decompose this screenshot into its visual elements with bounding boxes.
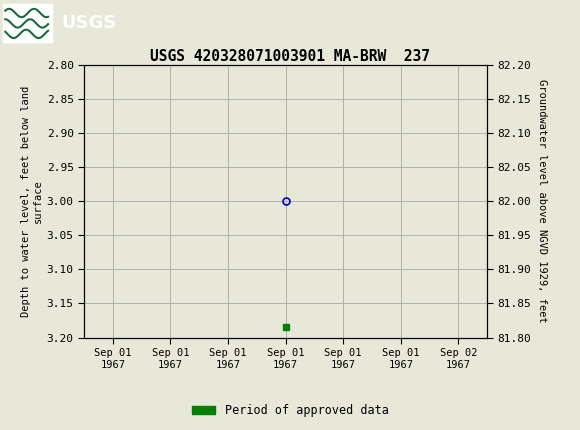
Legend: Period of approved data: Period of approved data (187, 399, 393, 422)
Bar (3, 3, 52, 42)
Y-axis label: Groundwater level above NGVD 1929, feet: Groundwater level above NGVD 1929, feet (537, 79, 547, 323)
Text: USGS 420328071003901 MA-BRW  237: USGS 420328071003901 MA-BRW 237 (150, 49, 430, 64)
Y-axis label: Depth to water level, feet below land
surface: Depth to water level, feet below land su… (21, 86, 42, 316)
Text: USGS: USGS (61, 14, 116, 31)
